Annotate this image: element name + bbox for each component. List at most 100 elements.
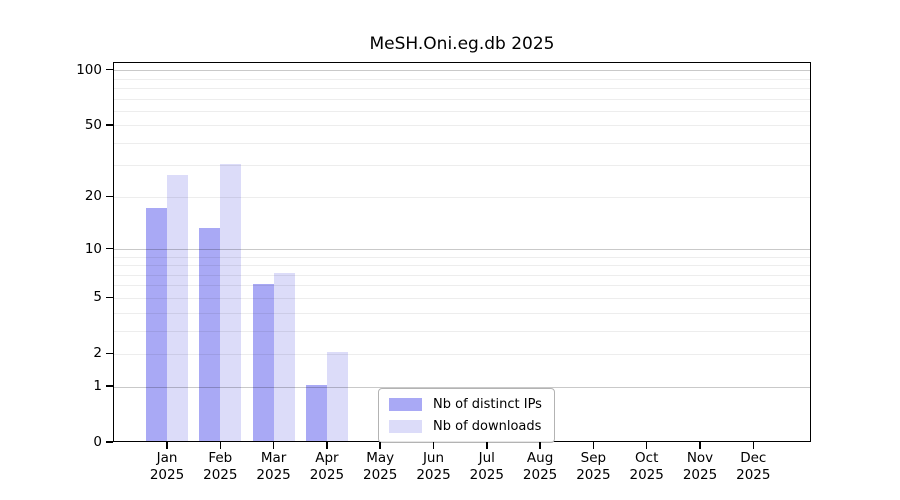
x-axis-label-year: 2025 xyxy=(682,467,718,483)
bar-nb-of-downloads-apr xyxy=(326,352,348,441)
x-axis-label-nov: Nov 2025 xyxy=(668,450,732,484)
x-axis-label-jul: Jul 2025 xyxy=(455,450,519,484)
x-axis-tick-mark-oct xyxy=(645,442,648,449)
x-axis-label-year: 2025 xyxy=(203,467,238,483)
gridline-y-5 xyxy=(114,297,810,299)
x-axis-label-month: Mar xyxy=(260,450,287,466)
x-axis-label-month: May xyxy=(366,450,395,466)
x-axis-label-month: Nov xyxy=(686,450,714,466)
gridline-y-30 xyxy=(114,165,810,167)
x-axis-label-year: 2025 xyxy=(363,467,398,483)
y-axis-tick-mark-1 xyxy=(106,385,113,387)
legend-item-downloads: Nb of downloads xyxy=(389,419,542,434)
y-axis-tick-mark-0 xyxy=(106,441,113,443)
legend-label-downloads: Nb of downloads xyxy=(433,419,542,434)
gridline-y-7 xyxy=(114,274,810,276)
x-axis-label-month: Jan xyxy=(156,450,178,466)
legend-item-distinct-ips: Nb of distinct IPs xyxy=(389,397,542,412)
y-axis-tick-mark-20 xyxy=(106,195,113,198)
x-axis-label-oct: Oct 2025 xyxy=(615,450,679,484)
x-axis-label-aug: Aug 2025 xyxy=(508,450,572,484)
x-axis-label-month: Jun xyxy=(422,450,445,466)
legend-swatch-downloads xyxy=(389,420,422,433)
x-axis-tick-mark-mar xyxy=(272,442,275,449)
bar-nb-of-downloads-mar xyxy=(273,273,295,441)
y-axis-tick-label-0: 0 xyxy=(93,434,102,450)
x-axis-tick-mark-jul xyxy=(486,442,488,449)
y-axis-tick-mark-50 xyxy=(106,123,113,126)
y-axis-tick-label-2: 2 xyxy=(93,345,102,362)
gridline-y-70 xyxy=(114,98,810,100)
x-axis-label-mar: Mar 2025 xyxy=(242,450,306,484)
y-axis-tick-label-100: 100 xyxy=(76,61,102,78)
x-axis-tick-mark-apr xyxy=(326,442,328,449)
gridline-y-2 xyxy=(114,353,810,355)
x-axis-label-year: 2025 xyxy=(629,467,664,483)
bar-nb-of-distinct-ips-feb xyxy=(199,228,221,441)
gridline-y-100 xyxy=(114,70,810,72)
x-axis-label-jan: Jan 2025 xyxy=(135,450,199,484)
x-axis-tick-mark-may xyxy=(379,442,381,449)
x-axis-label-month: Apr xyxy=(315,450,339,466)
bar-nb-of-downloads-feb xyxy=(220,163,242,441)
x-axis-label-month: Sep xyxy=(580,450,607,466)
legend-swatch-distinct-ips xyxy=(389,398,422,411)
x-axis-label-dec: Dec 2025 xyxy=(721,450,785,484)
x-axis-label-month: Aug xyxy=(526,450,554,466)
y-axis-tick-mark-5 xyxy=(106,296,113,299)
y-axis-tick-mark-2 xyxy=(106,352,113,355)
bar-nb-of-distinct-ips-jan xyxy=(146,207,167,441)
y-axis-tick-mark-100 xyxy=(106,68,113,71)
x-axis-label-year: 2025 xyxy=(469,467,504,483)
y-axis-tick-mark-10 xyxy=(106,247,113,250)
y-axis-tick-label-5: 5 xyxy=(93,289,102,306)
gridline-y-20 xyxy=(114,196,810,198)
gridline-y-80 xyxy=(114,87,810,89)
x-axis-tick-mark-sep xyxy=(592,442,595,449)
x-axis-label-month: Oct xyxy=(635,450,659,466)
y-axis-tick-label-50: 50 xyxy=(84,116,102,133)
legend: Nb of distinct IPs Nb of downloads xyxy=(378,388,555,443)
gridline-y-90 xyxy=(114,78,810,80)
x-axis-label-sep: Sep 2025 xyxy=(561,450,625,484)
x-axis-label-apr: Apr 2025 xyxy=(295,450,359,484)
gridline-y-9 xyxy=(114,256,810,258)
bar-nb-of-distinct-ips-mar xyxy=(252,284,274,441)
gridline-y-40 xyxy=(114,142,810,144)
gridline-y-1 xyxy=(114,386,810,388)
x-axis-label-month: Jul xyxy=(478,450,495,466)
x-axis-tick-mark-jan xyxy=(166,442,168,449)
gridline-y-10 xyxy=(114,249,810,251)
x-axis-label-year: 2025 xyxy=(149,467,185,483)
gridline-y-8 xyxy=(114,265,810,267)
x-axis-label-feb: Feb 2025 xyxy=(188,450,252,484)
x-axis-label-year: 2025 xyxy=(576,467,611,483)
x-axis-label-year: 2025 xyxy=(522,467,558,483)
x-axis-label-month: Feb xyxy=(208,450,233,466)
y-axis-tick-label-20: 20 xyxy=(84,188,102,205)
x-axis-tick-mark-aug xyxy=(539,442,541,449)
x-axis-label-year: 2025 xyxy=(416,467,451,483)
x-axis-label-year: 2025 xyxy=(256,467,291,483)
chart-title: MeSH.Oni.eg.db 2025 xyxy=(369,34,555,54)
gridline-y-50 xyxy=(114,125,810,127)
bar-nb-of-distinct-ips-apr xyxy=(305,385,327,441)
gridline-y-60 xyxy=(114,110,810,112)
gridline-y-4 xyxy=(114,312,810,314)
x-axis-tick-mark-jun xyxy=(432,442,435,449)
x-axis-tick-mark-nov xyxy=(699,442,701,449)
x-axis-label-year: 2025 xyxy=(309,467,345,483)
x-axis-label-may: May 2025 xyxy=(348,450,412,484)
bar-nb-of-downloads-jan xyxy=(167,175,188,441)
y-axis-tick-label-10: 10 xyxy=(84,240,102,257)
plot-area xyxy=(113,62,811,442)
x-axis-label-month: Dec xyxy=(740,450,767,466)
x-axis-tick-mark-feb xyxy=(219,442,222,449)
gridline-y-6 xyxy=(114,285,810,287)
gridline-y-3 xyxy=(114,330,810,332)
legend-label-distinct-ips: Nb of distinct IPs xyxy=(433,397,542,412)
y-axis-tick-label-1: 1 xyxy=(93,378,102,395)
x-axis-label-year: 2025 xyxy=(736,467,771,483)
x-axis-tick-mark-dec xyxy=(752,442,755,449)
